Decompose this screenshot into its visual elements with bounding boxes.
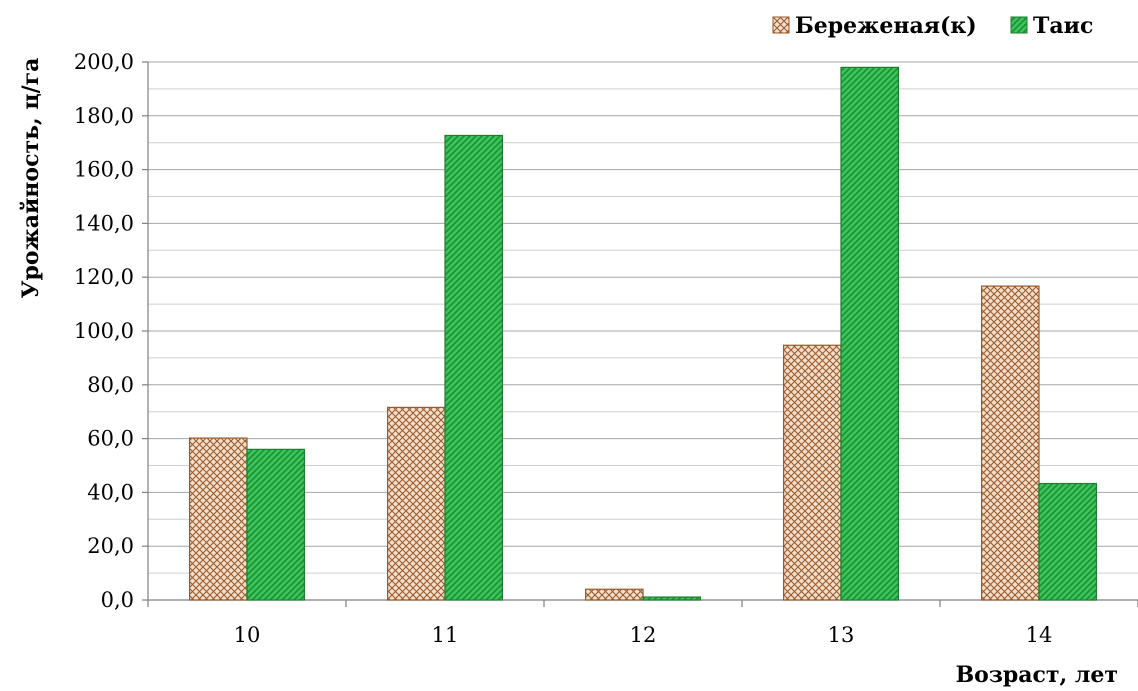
bar-series-1-11: [386, 406, 446, 601]
y-tick-label: 160,0: [74, 158, 134, 182]
y-tick-label: 100,0: [74, 319, 134, 343]
y-tick-labels: 0,0 20,0 40,0 60,0 80,0 100,0 120,0 140,0 160,0 1…: [74, 50, 134, 612]
x-tick-label: 13: [828, 623, 855, 647]
y-tick-label: 80,0: [87, 373, 134, 397]
legend-swatch-series-1: [772, 16, 790, 34]
x-tick-labels: 10 11 12 13 14: [234, 623, 1053, 647]
y-tick-label: 40,0: [87, 480, 134, 504]
bar-series-1-10: [188, 437, 248, 601]
bar-series-2-13: [840, 66, 900, 601]
gridlines: [148, 61, 1138, 574]
x-tick-label: 12: [630, 623, 657, 647]
bar-series-2-14: [1038, 482, 1098, 601]
legend-label-series-2: Таис: [1033, 13, 1093, 39]
y-tick-label: 180,0: [74, 104, 134, 128]
x-tick-label: 10: [234, 623, 261, 647]
y-tick-label: 20,0: [87, 534, 134, 558]
bar-series-1-12: [584, 588, 644, 601]
legend-swatch-series-2: [1010, 16, 1028, 34]
legend: Береженая(к) Таис: [772, 13, 1093, 39]
x-tick-label: 11: [432, 623, 459, 647]
legend-label-series-1: Береженая(к): [795, 13, 977, 39]
bar-series-1-14: [980, 285, 1040, 601]
x-tick-label: 14: [1026, 623, 1053, 647]
y-tick-label: 140,0: [74, 211, 134, 235]
y-axis-title: Урожайность, ц/га: [18, 58, 44, 299]
bars: [188, 66, 1098, 601]
bar-series-1-13: [782, 344, 842, 601]
y-tick-label: 200,0: [74, 50, 134, 74]
bar-series-2-11: [444, 134, 504, 601]
y-tick-label: 0,0: [101, 588, 134, 612]
bar-series-2-10: [246, 448, 306, 601]
y-tick-label: 60,0: [87, 427, 134, 451]
x-axis-title: Возраст, лет: [956, 662, 1118, 688]
bar-series-2-12: [642, 596, 702, 601]
y-tick-label: 120,0: [74, 265, 134, 289]
